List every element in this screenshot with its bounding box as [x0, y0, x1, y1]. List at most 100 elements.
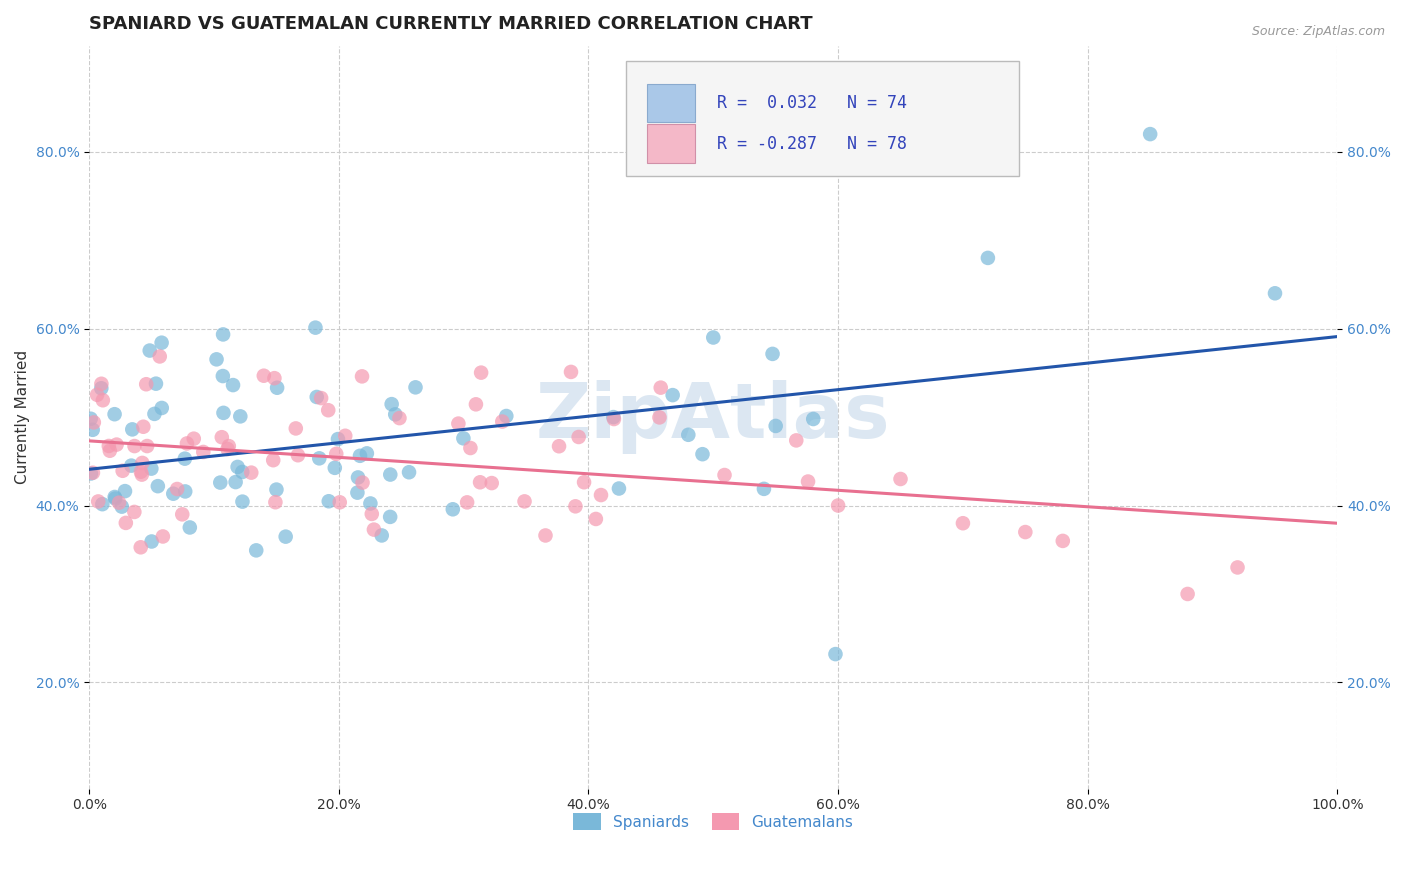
Point [464, 397, 486, 411]
Point [131, 456, 153, 470]
Point [952, 516, 974, 531]
Point [453, 431, 475, 445]
Point [82, 466, 104, 480]
Point [602, 410, 624, 425]
FancyBboxPatch shape [647, 84, 695, 122]
Point [650, 381, 672, 395]
Point [460, 441, 482, 455]
Point [889, 472, 911, 486]
Point [91, 497, 114, 511]
Point [82, 423, 104, 437]
Legend: Spaniards, Guatemalans: Spaniards, Guatemalans [567, 806, 859, 837]
Point [121, 422, 143, 436]
Point [114, 484, 136, 499]
Point [150, 401, 173, 415]
Point [360, 507, 382, 521]
FancyBboxPatch shape [626, 61, 1019, 176]
Point [548, 439, 571, 453]
Point [263, 371, 285, 385]
Point [97, 439, 120, 453]
Point [104, 490, 127, 504]
FancyBboxPatch shape [647, 124, 695, 163]
Point [266, 483, 288, 497]
Point [702, 330, 724, 344]
Point [346, 485, 368, 500]
Point [83, 416, 105, 430]
Text: SPANIARD VS GUATEMALAN CURRENTLY MARRIED CORRELATION CHART: SPANIARD VS GUATEMALAN CURRENTLY MARRIED… [89, 15, 813, 33]
Point [104, 491, 127, 506]
Point [572, 475, 595, 490]
Point [225, 475, 247, 489]
Point [468, 475, 491, 490]
Point [824, 647, 846, 661]
Point [174, 484, 197, 499]
Point [305, 390, 328, 404]
Point [661, 388, 683, 402]
Point [350, 369, 373, 384]
Point [124, 505, 146, 519]
Point [173, 451, 195, 466]
Point [481, 476, 503, 491]
Point [143, 407, 166, 421]
Point [132, 419, 155, 434]
Point [335, 429, 357, 443]
Point [209, 475, 232, 490]
Point [231, 465, 253, 479]
Point [264, 495, 287, 509]
Point [245, 543, 267, 558]
Point [359, 496, 381, 510]
Point [347, 470, 370, 484]
Point [325, 447, 347, 461]
Point [308, 451, 330, 466]
Point [179, 520, 201, 534]
Point [356, 446, 378, 460]
Point [131, 467, 153, 482]
Point [141, 534, 163, 549]
Text: ZipAtlas: ZipAtlas [536, 380, 890, 454]
Point [585, 512, 607, 526]
Point [212, 327, 235, 342]
Point [146, 479, 169, 493]
Point [103, 407, 125, 421]
Point [193, 445, 215, 459]
Point [162, 486, 184, 500]
Point [752, 482, 775, 496]
Point [212, 369, 235, 384]
Point [218, 439, 240, 453]
Point [603, 412, 626, 426]
Point [384, 408, 406, 422]
Point [91, 393, 114, 408]
Point [266, 381, 288, 395]
Point [183, 432, 205, 446]
Point [240, 466, 263, 480]
Point [90, 381, 112, 395]
Point [329, 495, 352, 509]
Point [90, 376, 112, 391]
Point [205, 352, 228, 367]
Point [149, 350, 172, 364]
Point [111, 464, 134, 478]
Point [172, 508, 194, 522]
Point [388, 411, 411, 425]
Point [456, 495, 478, 509]
Point [378, 509, 401, 524]
Point [568, 430, 591, 444]
Y-axis label: Currently Married: Currently Married [15, 350, 30, 484]
Point [150, 335, 173, 350]
Point [589, 488, 612, 502]
Point [564, 500, 586, 514]
Point [607, 482, 630, 496]
Point [262, 453, 284, 467]
Point [1264, 286, 1286, 301]
Point [316, 403, 339, 417]
Point [352, 475, 374, 490]
Text: R =  0.032   N = 74: R = 0.032 N = 74 [717, 94, 907, 112]
Point [253, 368, 276, 383]
Point [785, 434, 807, 448]
Point [1052, 533, 1074, 548]
Point [1014, 524, 1036, 539]
Point [129, 465, 152, 479]
Point [138, 343, 160, 358]
Point [534, 528, 557, 542]
Point [380, 467, 402, 482]
